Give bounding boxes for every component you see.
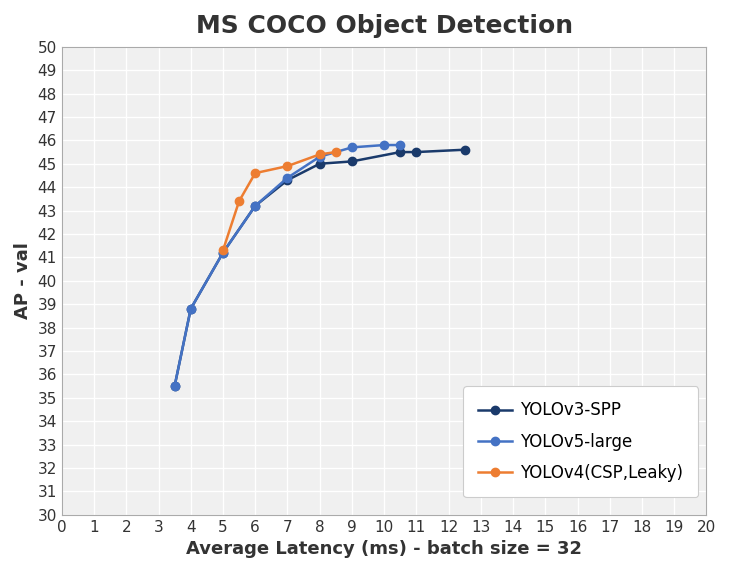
- YOLOv5-large: [396, 142, 404, 149]
- YOLOv5-large: [186, 305, 195, 312]
- YOLOv4(CSP,Leaky): [315, 151, 324, 158]
- YOLOv5-large: [218, 249, 227, 256]
- YOLOv5-large: [170, 383, 179, 390]
- YOLOv4(CSP,Leaky): [331, 149, 340, 156]
- YOLOv3-SPP: [347, 158, 356, 165]
- Title: MS COCO Object Detection: MS COCO Object Detection: [196, 14, 573, 38]
- YOLOv3-SPP: [251, 202, 260, 209]
- YOLOv3-SPP: [186, 305, 195, 312]
- YOLOv3-SPP: [283, 177, 292, 184]
- YOLOv5-large: [315, 153, 324, 160]
- YOLOv5-large: [251, 202, 260, 209]
- Line: YOLOv5-large: YOLOv5-large: [171, 141, 404, 390]
- YOLOv5-large: [283, 174, 292, 181]
- YOLOv4(CSP,Leaky): [235, 198, 244, 205]
- Line: YOLOv3-SPP: YOLOv3-SPP: [171, 145, 469, 390]
- Y-axis label: AP - val: AP - val: [14, 243, 32, 319]
- Legend: YOLOv3-SPP, YOLOv5-large, YOLOv4(CSP,Leaky): YOLOv3-SPP, YOLOv5-large, YOLOv4(CSP,Lea…: [464, 386, 698, 497]
- YOLOv3-SPP: [218, 249, 227, 256]
- YOLOv4(CSP,Leaky): [218, 247, 227, 254]
- YOLOv3-SPP: [412, 149, 420, 156]
- YOLOv3-SPP: [396, 149, 404, 156]
- YOLOv3-SPP: [315, 160, 324, 167]
- YOLOv4(CSP,Leaky): [283, 162, 292, 169]
- YOLOv4(CSP,Leaky): [251, 170, 260, 177]
- X-axis label: Average Latency (ms) - batch size = 32: Average Latency (ms) - batch size = 32: [186, 540, 582, 558]
- YOLOv3-SPP: [170, 383, 179, 390]
- Line: YOLOv4(CSP,Leaky): YOLOv4(CSP,Leaky): [219, 148, 340, 255]
- YOLOv5-large: [347, 144, 356, 151]
- YOLOv3-SPP: [461, 146, 469, 153]
- YOLOv5-large: [380, 142, 388, 149]
